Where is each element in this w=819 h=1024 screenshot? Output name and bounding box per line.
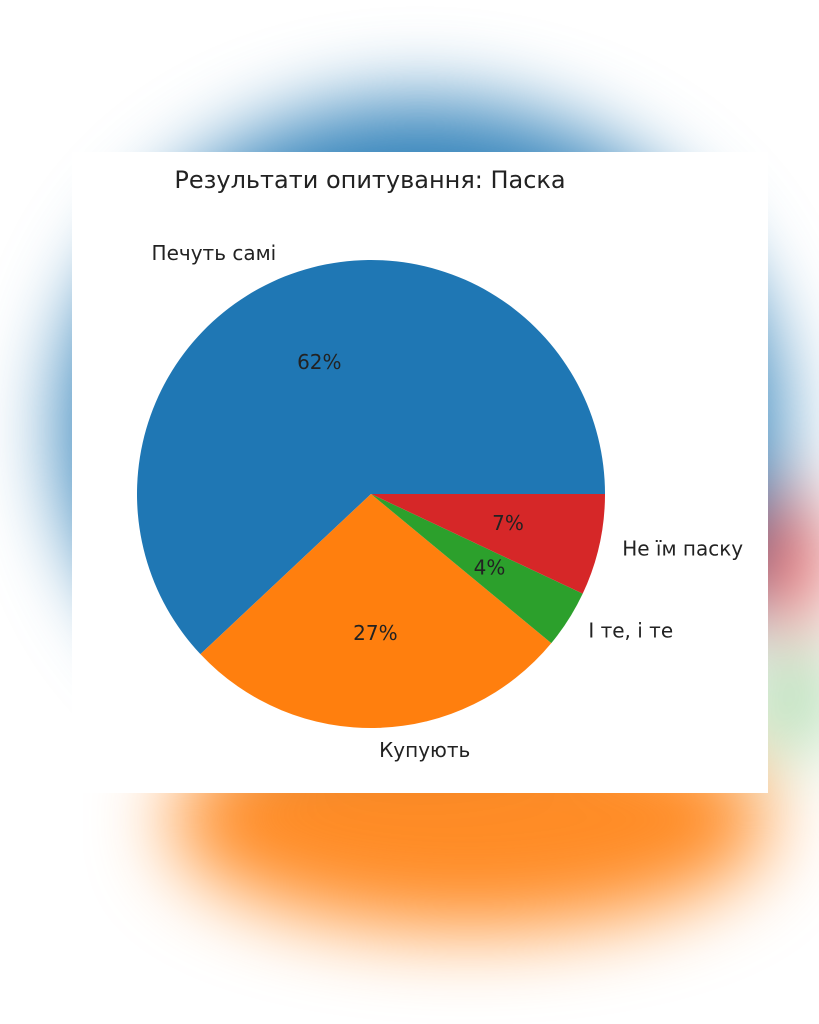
slice-label: І те, і те — [588, 618, 673, 642]
pie-slice — [200, 494, 552, 729]
pie-slice — [137, 260, 605, 655]
value-label: 62% — [297, 350, 341, 374]
pie-slice — [371, 494, 605, 594]
value-label: 4% — [474, 556, 506, 580]
slice-label: Печуть самі — [152, 241, 277, 265]
slice-label: Купують — [379, 738, 470, 762]
slice-label: Не їм паску — [622, 537, 743, 561]
value-label: 27% — [353, 621, 397, 645]
value-label: 7% — [492, 511, 524, 535]
chart-title: Результати опитування: Паска — [174, 166, 565, 194]
pie-slice — [371, 494, 583, 644]
